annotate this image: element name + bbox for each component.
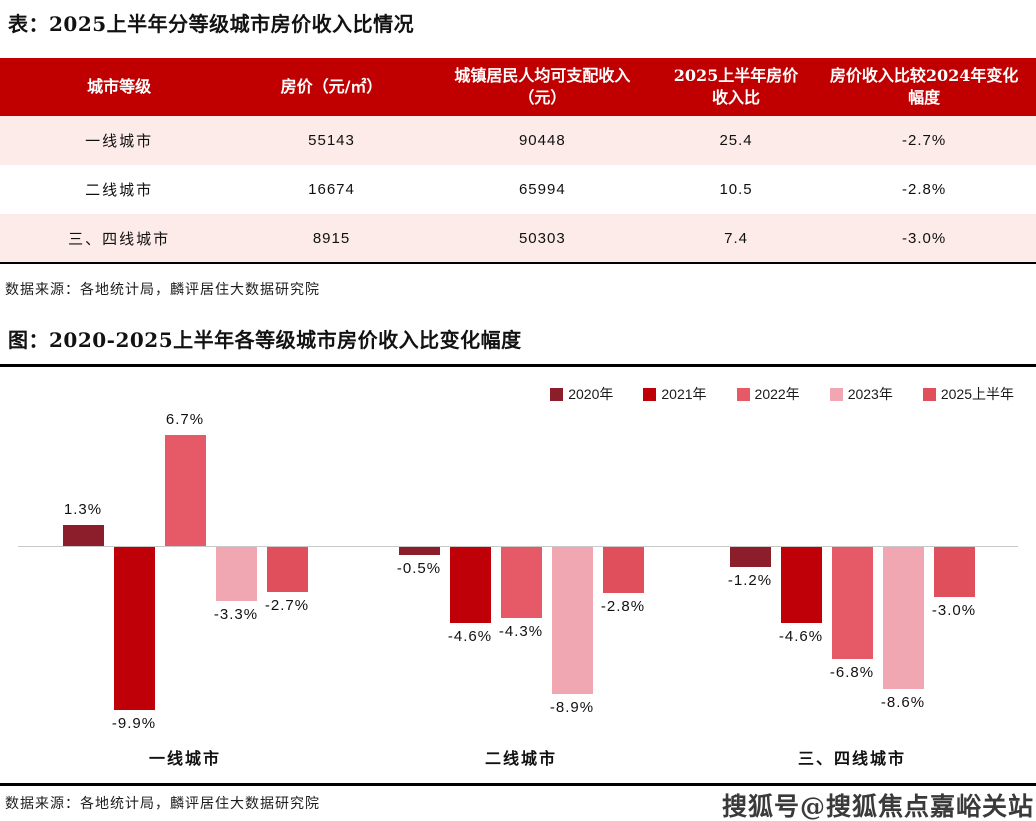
legend-label: 2020年: [568, 386, 614, 402]
chart-legend: 2020年 2021年 2022年 2023年 2025上半年: [550, 384, 1014, 404]
category-label-一线城市: 一线城市: [148, 749, 222, 768]
cell-change: -2.8%: [812, 165, 1036, 214]
cell-income: 90448: [424, 116, 660, 165]
cell-price: 16674: [238, 165, 425, 214]
bar-2025上半年-三、四线城市: [933, 547, 975, 597]
bar-value-label: -3.0%: [931, 601, 977, 619]
bar-2021年-二线城市: [449, 547, 491, 623]
table-header-row: 城市等级 房价（元/㎡） 城镇居民人均可支配收入（元） 2025上半年房价收入比…: [0, 58, 1036, 116]
category-label-三、四线城市: 三、四线城市: [797, 749, 907, 768]
cell-tier: 一线城市: [0, 116, 239, 165]
table-row: 一线城市 55143 90448 25.4 -2.7%: [0, 116, 1036, 165]
bar-value-label: -4.6%: [778, 627, 824, 645]
bar-value-label: -8.6%: [880, 693, 926, 711]
cell-income: 65994: [424, 165, 660, 214]
bar-value-label: -3.3%: [213, 606, 259, 624]
legend-swatch: [736, 387, 750, 401]
bar-value-label: -6.8%: [829, 664, 875, 682]
bar-2022年-一线城市: [164, 435, 206, 546]
bar-2022年-三、四线城市: [831, 547, 873, 660]
bar-2020年-一线城市: [62, 524, 104, 546]
legend-item-2025上半年: 2025上半年: [922, 384, 1014, 404]
bar-2025上半年-一线城市: [266, 547, 308, 592]
legend-swatch: [643, 387, 657, 401]
cell-tier: 二线城市: [0, 165, 239, 214]
cell-ratio: 25.4: [659, 116, 813, 165]
bar-chart: 2020年 2021年 2022年 2023年 2025上半年 1.3% -9.9% 6.7…: [0, 364, 1036, 786]
price-income-table: 城市等级 房价（元/㎡） 城镇居民人均可支配收入（元） 2025上半年房价收入比…: [0, 58, 1036, 264]
bar-2023年-一线城市: [215, 547, 257, 602]
bar-value-label: -1.2%: [727, 571, 773, 589]
bar-value-label: -4.3%: [498, 622, 544, 640]
zero-axis-line: [18, 546, 1018, 547]
category-label-二线城市: 二线城市: [484, 749, 558, 768]
bar-2022年-二线城市: [500, 547, 542, 618]
bar-value-label: -0.5%: [396, 560, 442, 578]
bar-value-label: -4.6%: [447, 627, 493, 645]
legend-item-2022年: 2022年: [736, 384, 800, 404]
sohu-watermark: 搜狐号@搜狐焦点嘉峪关站: [721, 792, 1034, 821]
bar-2023年-二线城市: [551, 547, 593, 694]
legend-swatch: [550, 387, 564, 401]
bar-2021年-一线城市: [113, 547, 155, 711]
bar-plot: 1.3% -9.9% 6.7% -3.3% -2.7% 一线城市 -0.5% -4.6% -4.…: [0, 367, 1036, 783]
col-header-price: 房价（元/㎡）: [238, 58, 425, 116]
bar-value-label: 6.7%: [165, 411, 205, 429]
bar-2021年-三、四线城市: [780, 547, 822, 623]
legend-label: 2021年: [661, 386, 707, 402]
bar-value-label: -9.9%: [111, 715, 157, 733]
cell-price: 55143: [238, 116, 425, 165]
col-header-ratio: 2025上半年房价收入比: [659, 58, 813, 116]
table-source-note: 数据来源：各地统计局，麟评居住大数据研究院: [5, 282, 320, 298]
cell-change: -3.0%: [812, 214, 1036, 263]
table-title: 表：2025上半年分等级城市房价收入比情况: [8, 12, 415, 36]
cell-ratio: 10.5: [659, 165, 813, 214]
cell-ratio: 7.4: [659, 214, 813, 263]
chart-source-note: 数据来源：各地统计局，麟评居住大数据研究院: [5, 796, 320, 812]
legend-item-2021年: 2021年: [643, 384, 707, 404]
col-header-income: 城镇居民人均可支配收入（元）: [424, 58, 660, 116]
bar-value-label: -2.8%: [600, 598, 646, 616]
legend-swatch: [829, 387, 843, 401]
cell-tier: 三、四线城市: [0, 214, 239, 263]
table-row: 三、四线城市 8915 50303 7.4 -3.0%: [0, 214, 1036, 263]
bar-2025上半年-二线城市: [602, 547, 644, 594]
legend-label: 2025上半年: [940, 386, 1014, 402]
legend-item-2020年: 2020年: [550, 384, 613, 404]
bar-2023年-三、四线城市: [882, 547, 924, 689]
cell-income: 50303: [424, 214, 660, 263]
col-header-change: 房价收入比较2024年变化幅度: [812, 58, 1036, 116]
legend-label: 2023年: [847, 386, 893, 402]
legend-item-2023年: 2023年: [829, 384, 893, 404]
legend-swatch: [922, 387, 936, 401]
bar-value-label: -2.7%: [264, 596, 310, 614]
legend-label: 2022年: [754, 386, 800, 402]
bar-value-label: 1.3%: [63, 500, 103, 518]
chart-title: 图：2020-2025上半年各等级城市房价收入比变化幅度: [8, 328, 522, 352]
bar-2020年-二线城市: [398, 547, 440, 556]
cell-change: -2.7%: [812, 116, 1036, 165]
bar-2020年-三、四线城市: [729, 547, 771, 567]
table-row: 二线城市 16674 65994 10.5 -2.8%: [0, 165, 1036, 214]
cell-price: 8915: [238, 214, 425, 263]
col-header-tier: 城市等级: [0, 58, 239, 116]
bar-value-label: -8.9%: [549, 698, 595, 716]
